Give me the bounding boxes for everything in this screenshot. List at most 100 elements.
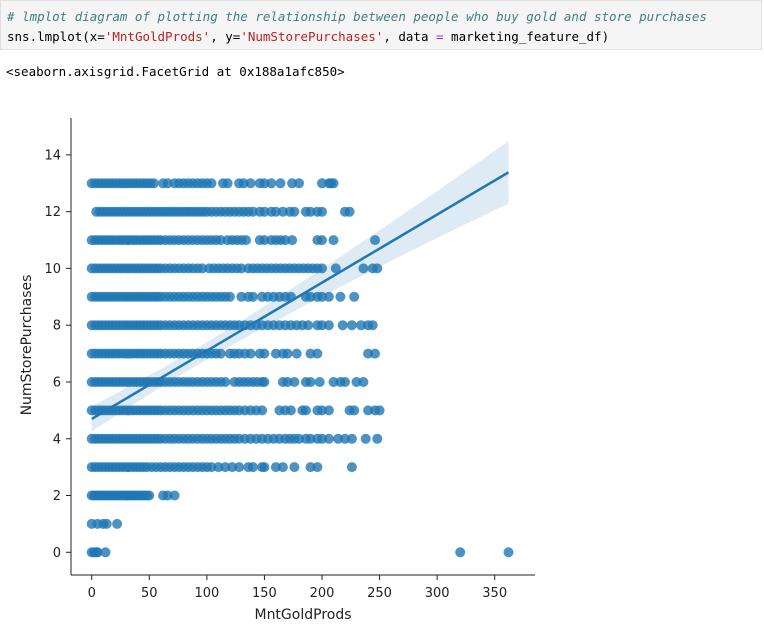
data-point [312, 462, 323, 473]
data-point [162, 490, 173, 501]
data-point [259, 348, 270, 359]
scatter-points [86, 178, 514, 558]
data-point [236, 291, 247, 302]
data-point [328, 377, 339, 387]
data-point [206, 178, 217, 189]
data-point [323, 291, 334, 302]
data-point [372, 263, 383, 274]
data-point [236, 263, 247, 274]
data-point [305, 462, 316, 473]
y-axis-ticks: 0 2 4 6 8 10 12 14 [44, 148, 71, 561]
code-statement: sns.lmplot(x='MntGoldProds', y='NumStore… [7, 29, 609, 45]
data-point [349, 405, 360, 416]
data-point [270, 348, 281, 359]
data-point [360, 433, 371, 444]
data-point [277, 462, 288, 473]
x-tick-label: 150 [252, 586, 277, 601]
data-point [314, 377, 325, 387]
code-tail: marketing_feature_df) [443, 29, 610, 44]
code-x-arg: 'MntGoldProds' [104, 29, 211, 44]
data-point [367, 320, 378, 331]
x-tick-label: 250 [367, 586, 392, 601]
data-point [340, 377, 350, 387]
data-point [333, 433, 344, 444]
data-point [374, 405, 385, 416]
data-point [245, 348, 256, 359]
data-point [291, 348, 302, 359]
y-tick-label: 14 [44, 148, 61, 163]
data-point [257, 405, 268, 416]
data-point [317, 178, 327, 189]
data-point [305, 348, 316, 359]
data-point [266, 178, 277, 189]
code-y-arg: 'NumStorePurchases' [240, 29, 384, 44]
code-cell[interactable]: # lmplot diagram of plotting the relatio… [0, 0, 762, 50]
data-point [370, 235, 380, 246]
data-point [455, 547, 466, 558]
data-point [287, 178, 298, 189]
data-point [317, 433, 327, 444]
data-point [282, 348, 293, 359]
data-point [317, 235, 327, 246]
data-point [289, 462, 300, 473]
data-point [234, 462, 245, 473]
y-tick-label: 10 [44, 262, 61, 277]
data-point [346, 433, 357, 444]
data-point [363, 348, 374, 359]
data-point [247, 291, 258, 302]
data-point [162, 178, 173, 189]
data-point [305, 206, 316, 217]
x-tick-label: 350 [482, 586, 507, 601]
data-point [330, 263, 341, 274]
data-point [259, 178, 270, 189]
x-tick-label: 100 [194, 586, 219, 601]
data-point [227, 462, 238, 473]
y-axis-label: NumStorePurchases [19, 275, 35, 416]
data-point [213, 462, 224, 473]
data-point [289, 377, 300, 387]
data-point [358, 377, 369, 387]
data-point [346, 320, 357, 331]
data-point [280, 235, 291, 246]
data-point [206, 462, 217, 473]
data-point [317, 405, 327, 416]
data-point [294, 433, 304, 444]
data-point [363, 405, 374, 416]
data-point [356, 320, 367, 331]
data-point [259, 235, 270, 246]
data-point [323, 320, 334, 331]
data-point [222, 178, 233, 189]
y-tick-label: 2 [53, 489, 61, 504]
data-point [220, 462, 231, 473]
data-point [340, 433, 350, 444]
data-point [224, 291, 235, 302]
data-point [285, 405, 296, 416]
data-point [287, 235, 298, 246]
x-axis-ticks: 0 50 100 150 200 250 300 350 [88, 575, 507, 601]
data-point [358, 263, 369, 274]
y-tick-label: 12 [44, 205, 61, 220]
data-point [344, 206, 355, 217]
cell-output-text: <seaborn.axisgrid.FacetGrid at 0x188a1af… [6, 64, 345, 79]
data-point [305, 433, 316, 444]
data-point [270, 462, 281, 473]
x-tick-label: 50 [141, 586, 158, 601]
data-point [112, 518, 123, 529]
code-equals: = [436, 29, 444, 44]
data-point [317, 320, 327, 331]
data-point [337, 320, 348, 331]
data-point [289, 206, 300, 217]
data-point [277, 206, 288, 217]
data-point [101, 518, 112, 529]
data-point [259, 206, 270, 217]
data-point [351, 377, 362, 387]
data-point [349, 291, 360, 302]
data-point [323, 405, 334, 416]
data-point [335, 291, 346, 302]
data-point [312, 348, 323, 359]
data-point [370, 348, 380, 359]
data-point [323, 433, 334, 444]
data-point [247, 462, 258, 473]
data-point [144, 490, 155, 501]
y-tick-label: 8 [53, 319, 61, 334]
